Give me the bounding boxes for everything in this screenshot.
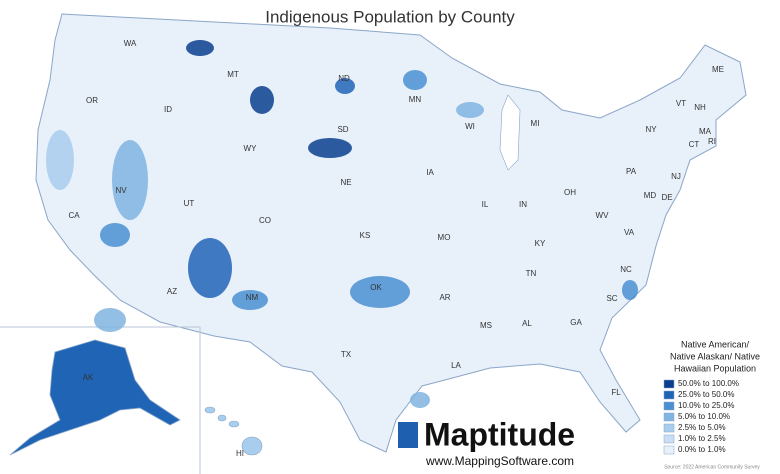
- legend-label: 5.0% to 10.0%: [678, 412, 730, 421]
- inset-border: [0, 326, 201, 474]
- state-label: SD: [337, 125, 348, 134]
- shade-region: [350, 276, 410, 308]
- state-label: MS: [480, 321, 492, 330]
- state-label: LA: [451, 361, 461, 370]
- state-label: WA: [124, 39, 137, 48]
- state-label: MD: [644, 191, 657, 200]
- state-label: RI: [708, 137, 716, 146]
- state-label: MO: [438, 233, 451, 242]
- shade-region: [410, 392, 430, 408]
- state-label: ID: [164, 105, 172, 114]
- legend-title: Native Alaskan/ Native: [670, 351, 760, 361]
- state-label: NC: [620, 265, 632, 274]
- shade-region: [94, 308, 126, 332]
- legend-swatch: [663, 412, 675, 422]
- shade-region: [100, 223, 130, 247]
- hawaii: [204, 406, 263, 456]
- state-label: TN: [526, 269, 537, 278]
- brand-url: www.MappingSoftware.com: [425, 454, 574, 468]
- legend-label: 25.0% to 50.0%: [678, 390, 734, 399]
- legend-swatch: [663, 445, 675, 455]
- shade-region: [232, 290, 268, 310]
- state-label: FL: [611, 388, 621, 397]
- legend-swatch: [663, 390, 675, 400]
- state-label: AZ: [167, 287, 177, 296]
- legend-label: 1.0% to 2.5%: [678, 434, 726, 443]
- state-label: TX: [341, 350, 352, 359]
- us-outline: [35, 13, 747, 453]
- legend-title: Native American/: [681, 339, 750, 349]
- state-label: WI: [465, 122, 475, 131]
- legend-swatch: [663, 423, 675, 433]
- state-label: OR: [86, 96, 98, 105]
- legend-label: 2.5% to 5.0%: [678, 423, 726, 432]
- legend-swatch: [663, 401, 675, 411]
- state-label: NM: [246, 293, 259, 302]
- state-label: VT: [676, 99, 686, 108]
- state-label: AL: [522, 319, 532, 328]
- state-label: DE: [661, 193, 672, 202]
- state-label: MN: [409, 95, 422, 104]
- shade-region: [112, 140, 148, 220]
- state-label: CO: [259, 216, 271, 225]
- state-label: ND: [338, 74, 350, 83]
- shade-region: [456, 102, 484, 118]
- shade-region: [186, 40, 214, 56]
- state-label: NH: [694, 103, 706, 112]
- shade-region: [188, 238, 232, 298]
- state-label: UT: [184, 199, 195, 208]
- state-label: AR: [439, 293, 450, 302]
- state-label: GA: [570, 318, 582, 327]
- brand-name: Maptitude: [424, 416, 575, 452]
- state-label: CA: [68, 211, 80, 220]
- source: Source: 2022 American Community Survey: [664, 464, 760, 470]
- state-label: NV: [115, 186, 127, 195]
- lake-michigan: [499, 94, 521, 171]
- state-label: PA: [626, 167, 637, 176]
- state-label: IL: [482, 200, 489, 209]
- state-label: IN: [519, 200, 527, 209]
- shade-region: [250, 86, 274, 114]
- state-label: OK: [370, 283, 382, 292]
- state-label: KY: [535, 239, 546, 248]
- title: Indigenous Population by County: [265, 7, 515, 26]
- state-label: NE: [340, 178, 351, 187]
- shade-region: [308, 138, 352, 158]
- state-label: WY: [244, 144, 258, 153]
- state-label: NY: [645, 125, 657, 134]
- shade-region: [622, 280, 638, 300]
- state-label: NJ: [671, 172, 681, 181]
- legend-title: Hawaiian Population: [674, 363, 756, 373]
- legend-label: 0.0% to 1.0%: [678, 445, 726, 454]
- state-label: OH: [564, 188, 576, 197]
- state-label: MI: [531, 119, 540, 128]
- state-label: VA: [624, 228, 635, 237]
- legend-swatch: [663, 379, 675, 389]
- shade-region: [403, 70, 427, 90]
- state-label: ME: [712, 65, 724, 74]
- state-label: CT: [689, 140, 700, 149]
- legend-label: 10.0% to 25.0%: [678, 401, 734, 410]
- state-label: HI: [236, 449, 244, 458]
- state-label: MA: [699, 127, 712, 136]
- state-label: MT: [227, 70, 239, 79]
- brand-logo: [398, 422, 418, 448]
- alaska: [9, 339, 181, 456]
- state-label: AK: [83, 373, 94, 382]
- state-label: WV: [596, 211, 610, 220]
- state-label: IA: [426, 168, 434, 177]
- shade-region: [46, 130, 74, 190]
- state-label: KS: [360, 231, 371, 240]
- legend-label: 50.0% to 100.0%: [678, 379, 739, 388]
- legend-swatch: [663, 434, 675, 444]
- shade-region: [335, 78, 355, 94]
- state-label: SC: [606, 294, 617, 303]
